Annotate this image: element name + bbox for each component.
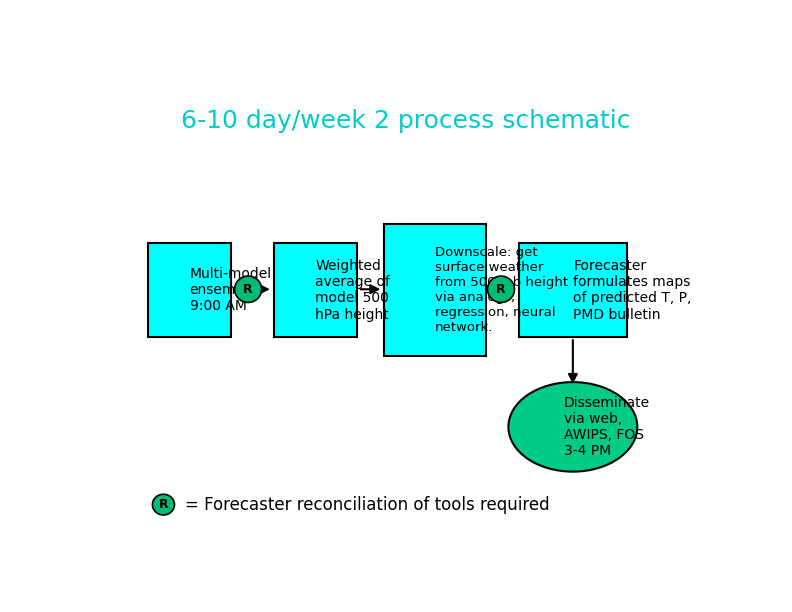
Ellipse shape xyxy=(508,382,638,472)
Text: Multi-model
ensemble
9:00 AM: Multi-model ensemble 9:00 AM xyxy=(189,267,272,313)
Ellipse shape xyxy=(152,494,174,515)
Ellipse shape xyxy=(234,276,261,302)
Text: = Forecaster reconciliation of tools required: = Forecaster reconciliation of tools req… xyxy=(185,496,550,513)
Text: R: R xyxy=(497,283,506,296)
Ellipse shape xyxy=(488,276,515,302)
FancyBboxPatch shape xyxy=(384,224,485,356)
FancyBboxPatch shape xyxy=(148,243,231,337)
Text: R: R xyxy=(158,498,168,511)
Text: 6-10 day/week 2 process schematic: 6-10 day/week 2 process schematic xyxy=(181,108,630,133)
FancyBboxPatch shape xyxy=(520,243,627,337)
Text: R: R xyxy=(243,283,253,296)
Text: Downscale: get
surface weather
from 500 mb height
via analogs,
regression, neura: Downscale: get surface weather from 500 … xyxy=(435,246,568,334)
Text: Forecaster
formulates maps
of predicted T, P,
PMD bulletin: Forecaster formulates maps of predicted … xyxy=(573,259,691,321)
FancyBboxPatch shape xyxy=(274,243,356,337)
Text: Disseminate
via web,
AWIPS, FOS
3-4 PM: Disseminate via web, AWIPS, FOS 3-4 PM xyxy=(564,395,649,458)
Text: Weighted
average of
model 500
hPa height: Weighted average of model 500 hPa height xyxy=(315,259,390,321)
